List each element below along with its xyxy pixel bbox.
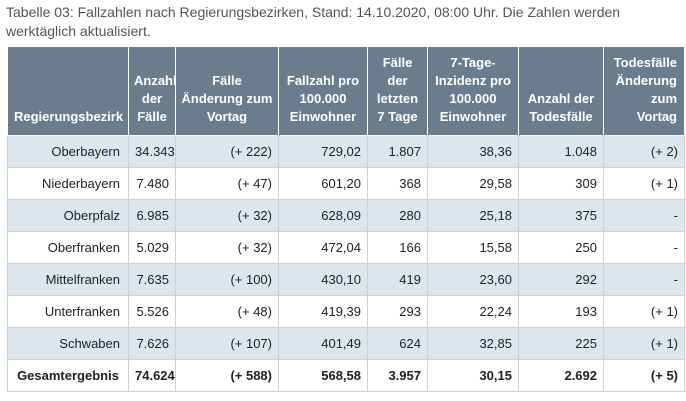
death-change-cell: - [603, 231, 685, 264]
table-header-row: Regierungsbezirk Anzahl der Fälle Fälle … [7, 46, 685, 136]
death-count-cell: 309 [518, 167, 604, 200]
total-cases-per-100k-cell: 568,58 [278, 359, 368, 392]
incidence-cell: 29,58 [427, 167, 519, 200]
incidence-cell: 23,60 [427, 263, 519, 296]
death-change-cell: (+ 1) [603, 167, 685, 200]
cases-7-days-cell: 1.807 [367, 135, 428, 168]
table-row: Oberfranken 5.029 (+ 32) 472,04 166 15,5… [7, 231, 685, 264]
death-change-cell: - [603, 199, 685, 232]
total-death-change-cell: (+ 5) [603, 359, 685, 392]
death-count-cell: 250 [518, 231, 604, 264]
header-region: Regierungsbezirk [7, 46, 129, 136]
death-change-cell: - [603, 263, 685, 296]
total-label-cell: Gesamtergebnis [7, 359, 129, 392]
case-change-cell: (+ 32) [175, 199, 279, 232]
table-caption: Tabelle 03: Fallzahlen nach Regierungsbe… [6, 4, 621, 39]
death-change-cell: (+ 1) [603, 295, 685, 328]
region-cell: Oberbayern [7, 135, 129, 168]
cases-7-days-cell: 419 [367, 263, 428, 296]
table-row: Schwaben 7.626 (+ 107) 401,49 624 32,85 … [7, 327, 685, 360]
total-case-change-cell: (+ 588) [175, 359, 279, 392]
death-count-cell: 292 [518, 263, 604, 296]
death-count-cell: 225 [518, 327, 604, 360]
table-row: Oberpfalz 6.985 (+ 32) 628,09 280 25,18 … [7, 199, 685, 232]
case-change-cell: (+ 107) [175, 327, 279, 360]
region-cell: Oberpfalz [7, 199, 129, 232]
cases-7-days-cell: 280 [367, 199, 428, 232]
case-count-cell: 7.480 [128, 167, 176, 200]
case-count-cell: 7.626 [128, 327, 176, 360]
death-change-cell: (+ 1) [603, 327, 685, 360]
death-count-cell: 375 [518, 199, 604, 232]
header-case-count: Anzahl der Fälle [128, 46, 177, 136]
case-change-cell: (+ 32) [175, 231, 279, 264]
death-count-cell: 193 [518, 295, 604, 328]
total-death-count-cell: 2.692 [518, 359, 604, 392]
cases-7-days-cell: 293 [367, 295, 428, 328]
total-case-count-cell: 74.624 [128, 359, 176, 392]
incidence-cell: 22,24 [427, 295, 519, 328]
case-change-cell: (+ 48) [175, 295, 279, 328]
cases-per-100k-cell: 729,02 [278, 135, 368, 168]
death-count-cell: 1.048 [518, 135, 604, 168]
cases-per-100k-cell: 430,10 [278, 263, 368, 296]
case-count-cell: 7.635 [128, 263, 176, 296]
case-count-cell: 6.985 [128, 199, 176, 232]
total-cases-7-days-cell: 3.957 [367, 359, 428, 392]
total-incidence-cell: 30,15 [427, 359, 519, 392]
case-change-cell: (+ 222) [175, 135, 279, 168]
table-row: Niederbayern 7.480 (+ 47) 601,20 368 29,… [7, 167, 685, 200]
cases-per-100k-cell: 601,20 [278, 167, 368, 200]
region-cell: Mittelfranken [7, 263, 129, 296]
region-cell: Unterfranken [7, 295, 129, 328]
case-change-cell: (+ 47) [175, 167, 279, 200]
header-cases-per-100k: Fallzahl pro 100.000 Einwohner [278, 46, 368, 136]
incidence-cell: 38,36 [427, 135, 519, 168]
header-cases-7-days: Fälle der letzten 7 Tage [367, 46, 428, 136]
case-table: Regierungsbezirk Anzahl der Fälle Fälle … [7, 46, 685, 392]
case-change-cell: (+ 100) [175, 263, 279, 296]
region-cell: Schwaben [7, 327, 129, 360]
cases-per-100k-cell: 628,09 [278, 199, 368, 232]
death-change-cell: (+ 2) [603, 135, 685, 168]
total-row: Gesamtergebnis 74.624 (+ 588) 568,58 3.9… [7, 359, 685, 392]
incidence-cell: 25,18 [427, 199, 519, 232]
cases-per-100k-cell: 419,39 [278, 295, 368, 328]
cases-per-100k-cell: 401,49 [278, 327, 368, 360]
header-death-change: Todesfälle Änderung zum Vortag [603, 46, 685, 136]
region-cell: Niederbayern [7, 167, 129, 200]
case-count-cell: 5.029 [128, 231, 176, 264]
case-count-cell: 34.343 [128, 135, 176, 168]
case-count-cell: 5.526 [128, 295, 176, 328]
header-death-count: Anzahl der Todesfälle [518, 46, 604, 136]
cases-7-days-cell: 624 [367, 327, 428, 360]
region-cell: Oberfranken [7, 231, 129, 264]
table-row: Mittelfranken 7.635 (+ 100) 430,10 419 2… [7, 263, 685, 296]
cases-7-days-cell: 166 [367, 231, 428, 264]
incidence-cell: 32,85 [427, 327, 519, 360]
table-row: Unterfranken 5.526 (+ 48) 419,39 293 22,… [7, 295, 685, 328]
cases-7-days-cell: 368 [367, 167, 428, 200]
table-row: Oberbayern 34.343 (+ 222) 729,02 1.807 3… [7, 135, 685, 168]
header-7day-incidence: 7-Tage-Inzidenz pro 100.000 Einwohner [427, 46, 519, 136]
incidence-cell: 15,58 [427, 231, 519, 264]
header-case-change: Fälle Änderung zum Vortag [175, 46, 279, 136]
cases-per-100k-cell: 472,04 [278, 231, 368, 264]
